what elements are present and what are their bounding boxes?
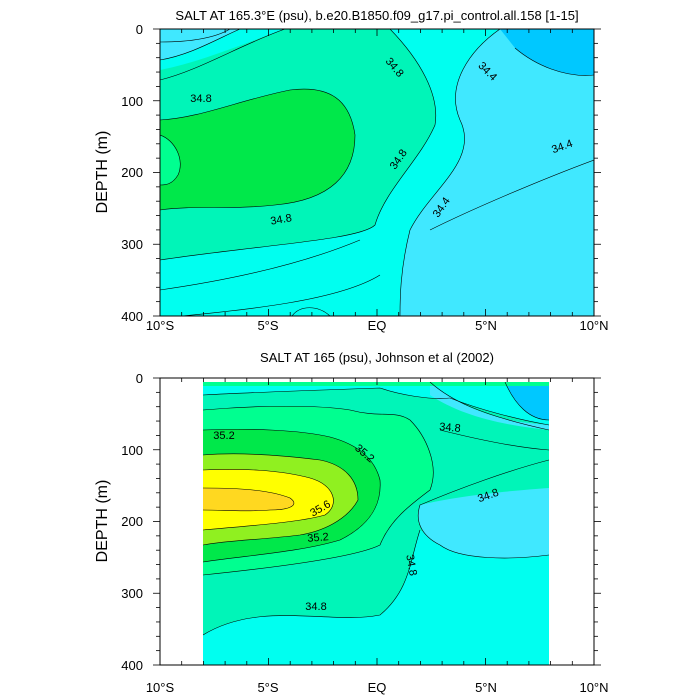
bottom-y-tick-label: 100 xyxy=(121,443,143,458)
contour-label: 35.2 xyxy=(307,531,329,545)
top-y-tick-label: 400 xyxy=(121,309,143,324)
contour-label: 34.8 xyxy=(270,212,293,228)
contour-label: 34.8 xyxy=(305,601,326,613)
bottom-contour-fill xyxy=(203,382,549,665)
contour-label: 34.8 xyxy=(439,421,461,435)
contour-label: 34.8 xyxy=(190,93,211,105)
top-contour-fill xyxy=(160,29,594,316)
top-axis-ticks xyxy=(153,28,601,317)
bottom-y-tick-label: 0 xyxy=(136,371,143,386)
top-x-tick-label: 10°N xyxy=(579,318,608,333)
contour-label: 34.8 xyxy=(403,554,419,577)
top-x-tick-label: EQ xyxy=(368,318,387,333)
top-x-tick-label: 10°S xyxy=(146,318,175,333)
top-y-tick-label: 200 xyxy=(121,165,143,180)
bottom-y-axis-title: DEPTH (m) xyxy=(94,480,111,563)
top-y-tick-label: 0 xyxy=(136,22,143,37)
top-x-tick-label: 5°S xyxy=(257,318,278,333)
bottom-x-tick-label: 5°S xyxy=(257,680,278,695)
contour-label: 35.2 xyxy=(213,430,234,442)
bottom-y-tick-label: 300 xyxy=(121,586,143,601)
top-y-axis-title: DEPTH (m) xyxy=(94,131,111,214)
top-y-tick-label: 300 xyxy=(121,237,143,252)
top-panel: SALT AT 165.3°E (psu), b.e20.B1850.f09_g… xyxy=(94,8,609,333)
bottom-axis-ticks xyxy=(153,377,601,666)
bottom-x-tick-label: 10°N xyxy=(579,680,608,695)
bottom-x-tick-label: EQ xyxy=(368,680,387,695)
top-y-tick-label: 100 xyxy=(121,94,143,109)
bottom-panel: SALT AT 165 (psu), Johnson et al (2002) xyxy=(94,350,609,695)
bottom-x-tick-label: 10°S xyxy=(146,680,175,695)
bottom-x-tick-label: 5°N xyxy=(475,680,497,695)
bottom-y-tick-label: 400 xyxy=(121,658,143,673)
top-chart-title: SALT AT 165.3°E (psu), b.e20.B1850.f09_g… xyxy=(175,8,578,23)
top-x-tick-label: 5°N xyxy=(475,318,497,333)
top-contour-lines xyxy=(160,29,594,316)
bottom-y-tick-label: 200 xyxy=(121,514,143,529)
bottom-chart-title: SALT AT 165 (psu), Johnson et al (2002) xyxy=(260,350,494,365)
